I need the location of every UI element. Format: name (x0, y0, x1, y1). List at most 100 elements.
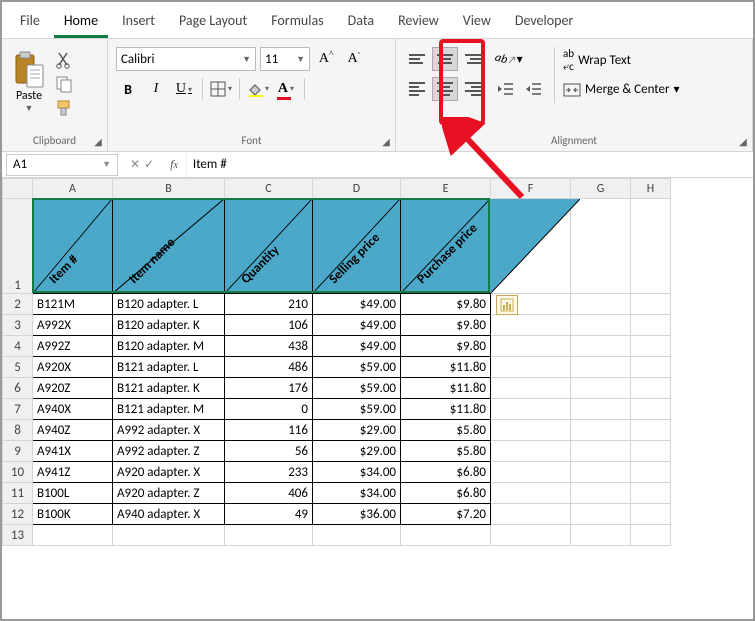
cell-A11[interactable]: B100L (33, 483, 113, 504)
quick-analysis-button[interactable] (496, 295, 518, 315)
cell-E3[interactable]: $9.80 (401, 315, 491, 336)
cell-D9[interactable]: $29.00 (313, 441, 401, 462)
format-painter-button[interactable] (54, 99, 74, 117)
cell-F12[interactable] (491, 504, 571, 525)
col-header-C[interactable]: C (225, 179, 313, 199)
tab-developer[interactable]: Developer (505, 8, 583, 38)
row-header-8[interactable]: 8 (3, 420, 33, 441)
font-dialog-launcher[interactable]: ◢ (379, 135, 393, 149)
cell-G10[interactable] (571, 462, 631, 483)
cell-A13[interactable] (33, 525, 113, 546)
font-name-combo[interactable]: Calibri▼ (116, 47, 256, 71)
cell-G12[interactable] (571, 504, 631, 525)
cell-E9[interactable]: $5.80 (401, 441, 491, 462)
cell-H2[interactable] (631, 294, 671, 315)
cell-E11[interactable]: $6.80 (401, 483, 491, 504)
cell-C7[interactable]: 0 (225, 399, 313, 420)
cell-B9[interactable]: A992 adapter. Z (113, 441, 225, 462)
cell-D10[interactable]: $34.00 (313, 462, 401, 483)
cell-G13[interactable] (571, 525, 631, 546)
row-header-7[interactable]: 7 (3, 399, 33, 420)
row-header-13[interactable]: 13 (3, 525, 33, 546)
fill-color-button[interactable]: ▾ (246, 77, 270, 101)
row-header-11[interactable]: 11 (3, 483, 33, 504)
cell-E7[interactable]: $11.80 (401, 399, 491, 420)
cell-D7[interactable]: $59.00 (313, 399, 401, 420)
cell-F8[interactable] (491, 420, 571, 441)
cell-E6[interactable]: $11.80 (401, 378, 491, 399)
tab-view[interactable]: View (453, 8, 501, 38)
select-all-corner[interactable] (3, 179, 33, 199)
cell-C2[interactable]: 210 (225, 294, 313, 315)
cell-G9[interactable] (571, 441, 631, 462)
cell-H4[interactable] (631, 336, 671, 357)
cell-F9[interactable] (491, 441, 571, 462)
cell-C8[interactable]: 116 (225, 420, 313, 441)
align-right-button[interactable] (460, 77, 486, 101)
cell-H11[interactable] (631, 483, 671, 504)
cell-D5[interactable]: $59.00 (313, 357, 401, 378)
row-header-2[interactable]: 2 (3, 294, 33, 315)
cell-B8[interactable]: A992 adapter. X (113, 420, 225, 441)
cell-A3[interactable]: A992X (33, 315, 113, 336)
merge-center-button[interactable]: Merge & Center ▾ (563, 82, 680, 97)
align-middle-button[interactable] (432, 47, 458, 71)
tab-file[interactable]: File (10, 8, 50, 38)
cell-D4[interactable]: $49.00 (313, 336, 401, 357)
cell-H9[interactable] (631, 441, 671, 462)
col-header-G[interactable]: G (571, 179, 631, 199)
cell-C9[interactable]: 56 (225, 441, 313, 462)
cell-F3[interactable] (491, 315, 571, 336)
row-header-10[interactable]: 10 (3, 462, 33, 483)
cell-G6[interactable] (571, 378, 631, 399)
cell-H10[interactable] (631, 462, 671, 483)
tab-data[interactable]: Data (338, 8, 384, 38)
cell-G7[interactable] (571, 399, 631, 420)
cell-A10[interactable]: A941Z (33, 462, 113, 483)
cell-H12[interactable] (631, 504, 671, 525)
decrease-font-button[interactable]: Aˇ (342, 47, 366, 71)
cell-C5[interactable]: 486 (225, 357, 313, 378)
row-header-12[interactable]: 12 (3, 504, 33, 525)
col-header-F[interactable]: F (491, 179, 571, 199)
cell-C12[interactable]: 49 (225, 504, 313, 525)
row-header-4[interactable]: 4 (3, 336, 33, 357)
orientation-button[interactable]: ab↗▾ (492, 47, 526, 71)
col-header-A[interactable]: A (33, 179, 113, 199)
cell-F6[interactable] (491, 378, 571, 399)
tab-home[interactable]: Home (54, 8, 108, 38)
cell-G8[interactable] (571, 420, 631, 441)
enter-formula-icon[interactable]: ✓ (144, 157, 154, 172)
cell-H5[interactable] (631, 357, 671, 378)
header-cell-2[interactable]: Quantity (225, 199, 313, 294)
cell-H6[interactable] (631, 378, 671, 399)
underline-button[interactable]: U▾ (172, 77, 196, 101)
cell-B2[interactable]: B120 adapter. L (113, 294, 225, 315)
wrap-text-button[interactable]: ab⤶c Wrap Text (563, 47, 680, 74)
cell-E12[interactable]: $7.20 (401, 504, 491, 525)
header-cell-0[interactable]: Item # (33, 199, 113, 294)
worksheet[interactable]: ABCDEFGH1Item #Item nameQuantitySelling … (2, 178, 753, 546)
align-bottom-button[interactable] (460, 47, 486, 71)
tab-insert[interactable]: Insert (112, 8, 165, 38)
row-header-3[interactable]: 3 (3, 315, 33, 336)
cut-button[interactable] (54, 51, 74, 69)
tab-formulas[interactable]: Formulas (261, 8, 333, 38)
cell-B6[interactable]: B121 adapter. K (113, 378, 225, 399)
cell-G11[interactable] (571, 483, 631, 504)
cell-C6[interactable]: 176 (225, 378, 313, 399)
cell-H13[interactable] (631, 525, 671, 546)
cell-C3[interactable]: 106 (225, 315, 313, 336)
row-header-5[interactable]: 5 (3, 357, 33, 378)
cell-B5[interactable]: B121 adapter. L (113, 357, 225, 378)
cell-C4[interactable]: 438 (225, 336, 313, 357)
cell-E8[interactable]: $5.80 (401, 420, 491, 441)
bold-button[interactable]: B (116, 77, 140, 101)
cell-A4[interactable]: A992Z (33, 336, 113, 357)
cancel-formula-icon[interactable]: ✕ (130, 157, 140, 172)
cell-E13[interactable] (401, 525, 491, 546)
cell-G5[interactable] (571, 357, 631, 378)
cell-D8[interactable]: $29.00 (313, 420, 401, 441)
cell-B10[interactable]: A920 adapter. X (113, 462, 225, 483)
row-header-6[interactable]: 6 (3, 378, 33, 399)
